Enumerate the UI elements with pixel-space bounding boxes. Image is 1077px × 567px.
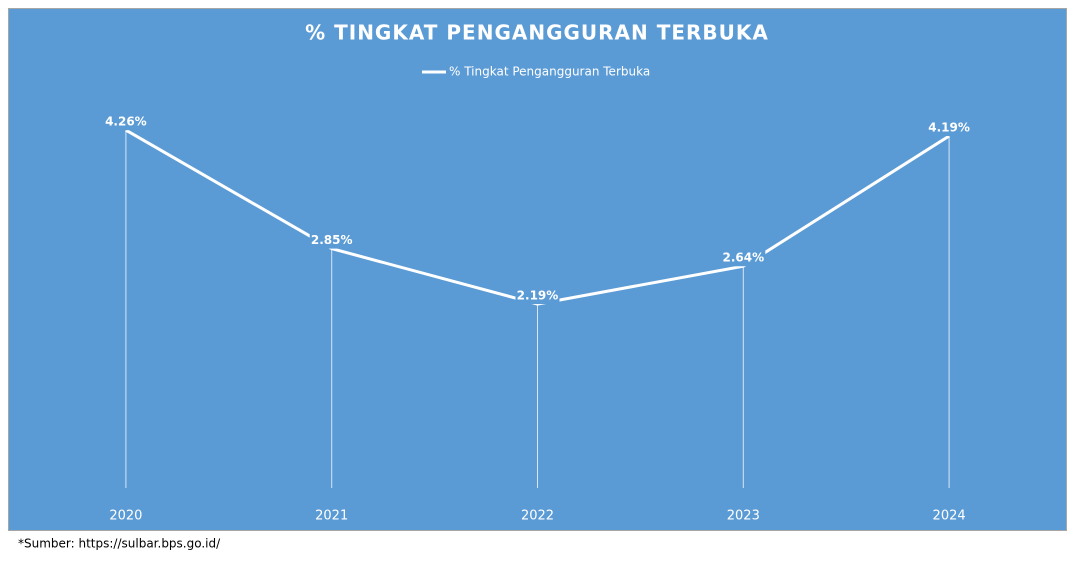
x-tick-label: 2023	[727, 509, 760, 524]
chart-title: % TINGKAT PENGANGGURAN TERBUKA	[305, 21, 769, 45]
source-note: *Sumber: https://sulbar.bps.go.id/	[18, 537, 221, 551]
x-tick-label: 2021	[315, 509, 348, 524]
label-bg	[515, 288, 560, 305]
data-label: 2.19%	[517, 289, 559, 303]
x-tick-label: 2020	[109, 509, 142, 524]
label-bg	[103, 114, 148, 131]
data-label: 4.19%	[928, 121, 970, 135]
data-label: 2.64%	[722, 251, 764, 265]
label-bg	[309, 232, 354, 249]
legend-label: % Tingkat Pengangguran Terbuka	[449, 65, 650, 79]
label-bg	[927, 120, 972, 137]
x-tick-label: 2024	[933, 509, 966, 524]
x-tick-label: 2022	[521, 509, 554, 524]
data-label: 4.26%	[105, 115, 147, 129]
label-bg	[721, 250, 766, 267]
data-label: 2.85%	[311, 233, 353, 247]
